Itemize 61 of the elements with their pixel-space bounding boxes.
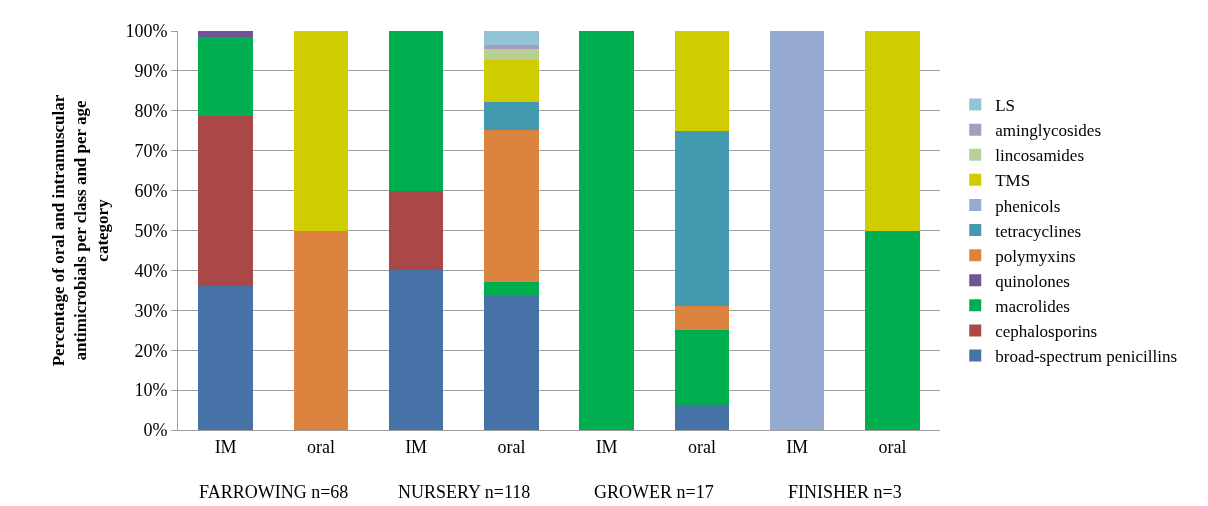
x-tick-label: oral — [687, 436, 716, 457]
bar — [198, 31, 253, 37]
bar — [484, 59, 539, 102]
bar — [674, 330, 730, 406]
bar — [293, 31, 349, 231]
bar — [579, 31, 634, 430]
y-tick-label: 90% — [134, 61, 168, 82]
legend-label: LS — [995, 96, 1016, 116]
text: FINISHER n=3 — [788, 482, 902, 502]
legend-label: TMS — [995, 171, 1031, 191]
x-tick-label: IM — [595, 436, 618, 457]
bar — [198, 36, 253, 116]
y-tick-label: 30% — [134, 300, 168, 321]
y-tick-label: 40% — [134, 260, 168, 281]
bar — [484, 44, 539, 49]
x-tick-label: IM — [786, 436, 809, 457]
y-tick-label: 10% — [134, 380, 168, 401]
x-tick-label: IM — [214, 436, 237, 457]
legend-label: aminglycosides — [995, 121, 1102, 141]
text: FARROWING n=68 — [199, 482, 349, 502]
legend-label: lincosamides — [995, 146, 1085, 166]
x-tick-label: oral — [878, 436, 907, 457]
bar — [388, 190, 444, 271]
bar — [484, 282, 539, 297]
bar — [388, 31, 444, 191]
y-tick-label: 70% — [134, 141, 168, 161]
y-tick-label: 50% — [134, 220, 168, 241]
bar — [198, 115, 253, 286]
bar — [674, 31, 730, 131]
bar — [484, 48, 539, 60]
bar — [484, 101, 539, 131]
bar — [388, 270, 444, 430]
bar — [674, 405, 730, 430]
bar — [484, 296, 539, 430]
legend-label: tetracyclines — [995, 221, 1082, 241]
legend-label: macrolides — [995, 296, 1070, 316]
y-tick-label: 20% — [134, 340, 168, 361]
bar — [293, 230, 349, 430]
y-axis-title: Percentage of oral and intramuscular antimicrobials per class and per age category — [48, 94, 112, 367]
legend-label: phenicols — [995, 196, 1061, 216]
bar — [484, 31, 539, 45]
bar — [674, 130, 730, 306]
legend-label: broad-spectrum penicillins — [995, 347, 1178, 367]
y-tick-label: 80% — [134, 101, 168, 122]
x-tick-label: oral — [497, 436, 526, 457]
bar — [198, 285, 253, 430]
x-tick-label: oral — [306, 436, 335, 457]
y-tick-label: 0% — [143, 420, 168, 441]
x-tick-label: IM — [405, 436, 428, 457]
legend-label: polymyxins — [995, 246, 1076, 266]
text: NURSERY n=118 — [398, 482, 531, 502]
y-tick-label: 100% — [125, 21, 168, 42]
bar — [674, 305, 730, 331]
bar — [865, 230, 920, 430]
text: GROWER n=17 — [594, 482, 714, 502]
y-tick-label: 60% — [134, 180, 168, 201]
bar — [769, 31, 825, 430]
bar — [484, 130, 539, 283]
legend-label: quinolones — [995, 271, 1070, 291]
legend-label: cephalosporins — [995, 322, 1098, 342]
bar — [865, 31, 920, 231]
